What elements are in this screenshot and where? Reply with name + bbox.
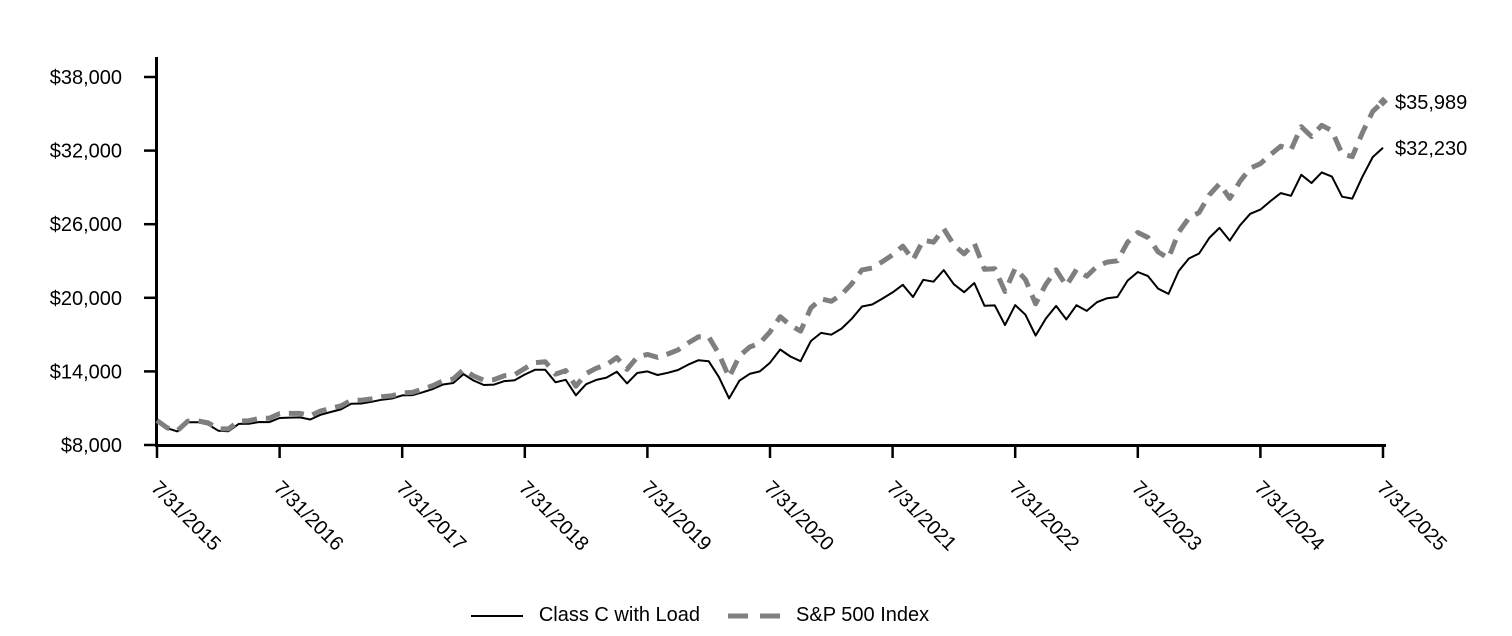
x-tick-label: 7/31/2022 (1005, 477, 1083, 555)
x-tick-label: 7/31/2025 (1372, 477, 1450, 555)
y-axis-ticks: $8,000 $14,000 $20,000 $26,000 $32,000 $38,00… (50, 67, 157, 457)
x-tick-label: 7/31/2021 (882, 477, 960, 555)
x-tick-label: 7/31/2016 (269, 477, 347, 555)
end-label-sp500: $35,989 (1395, 92, 1467, 114)
x-axis-ticks: 7/31/2015 7/31/2016 7/31/2017 7/31/2018 7/31… (146, 446, 1451, 555)
legend-label-sp500: S&P 500 Index (796, 604, 930, 626)
dashed-line-swatch (728, 613, 781, 618)
y-tick-label: $32,000 (50, 141, 122, 163)
y-tick-label: $20,000 (50, 288, 122, 310)
y-tick-label: $38,000 (50, 67, 122, 89)
sp500-polyline (155, 99, 1385, 434)
y-tick-label: $26,000 (50, 214, 122, 236)
plot-area: $8,000 $14,000 $20,000 $26,000 $32,000 $38,00… (50, 57, 1467, 555)
y-tick-label: $8,000 (61, 435, 122, 457)
x-tick-label: 7/31/2018 (514, 477, 592, 555)
legend-item-sp500: S&P 500 Index (728, 604, 929, 627)
legend: Class C with Load S&P 500 Index (0, 604, 1512, 627)
x-tick-label: 7/31/2024 (1250, 477, 1328, 555)
legend-item-class-c: Class C with Load (470, 604, 701, 627)
sp500-end-marker (1378, 96, 1388, 107)
line-class-c-with-load (156, 147, 1384, 433)
solid-line-swatch (470, 614, 523, 617)
legend-label-class-c: Class C with Load (538, 604, 701, 626)
end-label-class-c: $32,230 (1395, 138, 1467, 160)
y-tick-label: $14,000 (50, 361, 122, 383)
x-tick-label: 7/31/2019 (637, 477, 715, 555)
end-labels: $35,989 $32,230 (1395, 92, 1467, 160)
x-tick-label: 7/31/2020 (759, 477, 837, 555)
x-tick-label: 7/31/2017 (392, 477, 470, 555)
class-c-polyline (156, 147, 1384, 433)
line-sp500-index (155, 96, 1388, 434)
axes (155, 57, 1386, 447)
x-tick-label: 7/31/2023 (1127, 477, 1205, 555)
x-tick-label: 7/31/2015 (146, 477, 224, 555)
